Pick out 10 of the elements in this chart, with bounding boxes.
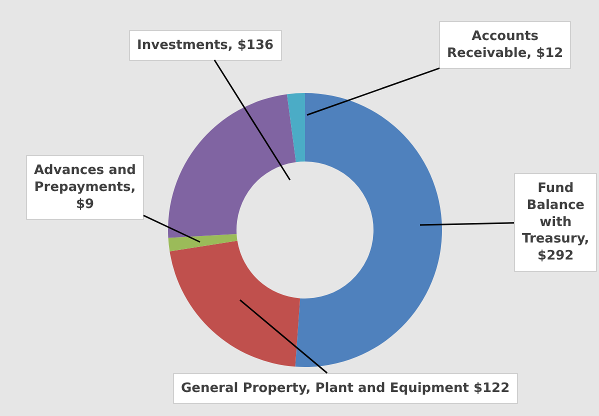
- donut-slice: [170, 240, 300, 367]
- donut-slice: [168, 94, 296, 238]
- slice-label: General Property, Plant and Equipment $122: [181, 381, 510, 396]
- slice-label: Accounts Receivable, $12: [447, 29, 564, 61]
- donut-slice: [168, 234, 238, 252]
- slice-label: Fund Balance with Treasury, $292: [522, 181, 590, 264]
- donut-slice: [295, 93, 442, 367]
- donut-slice: [286, 93, 305, 162]
- slice-label: Investments, $136: [137, 38, 274, 53]
- slice-label: Advances and Prepayments, $9: [34, 163, 136, 212]
